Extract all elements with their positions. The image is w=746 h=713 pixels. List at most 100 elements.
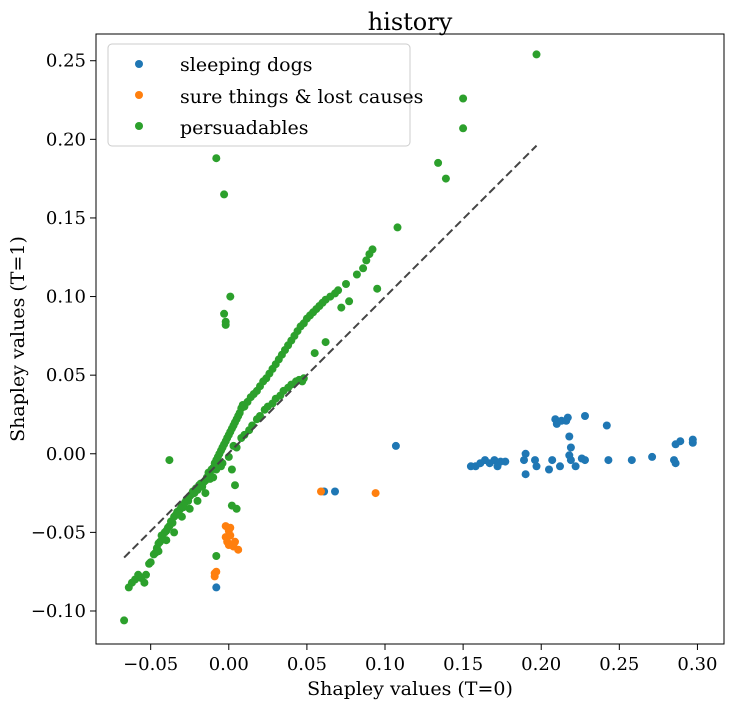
series-persuadables <box>120 50 541 625</box>
data-point <box>362 256 371 265</box>
data-point <box>352 270 361 279</box>
data-points <box>120 50 697 625</box>
data-point <box>563 413 572 422</box>
data-point <box>226 292 235 301</box>
data-point <box>201 489 210 498</box>
data-point <box>571 462 580 471</box>
data-point <box>237 434 246 442</box>
data-point <box>193 496 202 505</box>
data-point <box>231 481 239 490</box>
data-point <box>212 154 221 163</box>
data-point <box>532 50 541 59</box>
data-point <box>531 456 539 465</box>
chart-title: history <box>368 8 453 36</box>
data-point <box>331 487 339 496</box>
data-point <box>220 309 229 318</box>
data-point <box>521 470 530 479</box>
y-axis-label: Shapley values (T=1) <box>7 236 29 442</box>
data-point <box>459 124 468 133</box>
legend-label-persuadables: persuadables <box>180 117 309 139</box>
legend-box <box>107 43 411 147</box>
y-axis-ticks: −0.10 −0.05 0.00 0.05 0.10 0.15 0.20 0.25 <box>31 51 96 622</box>
series-sure-things-lost-causes <box>210 487 380 581</box>
y-tick-label: −0.05 <box>31 522 86 543</box>
data-point <box>212 567 221 576</box>
data-point <box>231 537 239 546</box>
legend-marker-sure-things <box>135 91 143 99</box>
data-point <box>229 441 238 450</box>
data-point <box>565 432 574 441</box>
data-point <box>648 452 657 461</box>
data-point <box>120 616 129 625</box>
data-point <box>334 286 343 295</box>
data-point <box>520 456 528 465</box>
x-tick-label: 0.15 <box>443 654 483 675</box>
legend: sleeping dogs sure things & lost causes … <box>107 43 423 147</box>
data-point <box>154 547 163 556</box>
data-point <box>490 456 499 465</box>
data-point <box>226 523 235 532</box>
data-point <box>220 190 229 199</box>
data-point <box>342 280 350 288</box>
data-point <box>441 174 450 183</box>
data-point <box>185 504 194 513</box>
data-point <box>146 558 155 567</box>
legend-label-sure-things: sure things & lost causes <box>180 86 423 108</box>
y-tick-label: 0.05 <box>46 365 86 386</box>
data-point <box>212 583 221 592</box>
data-point <box>142 570 150 579</box>
data-point <box>260 405 269 414</box>
data-point <box>393 223 402 232</box>
data-point <box>140 578 149 587</box>
legend-marker-sleeping-dogs <box>135 60 143 68</box>
data-point <box>232 504 241 513</box>
x-axis-label: Shapley values (T=0) <box>307 678 513 700</box>
data-point <box>545 465 553 474</box>
data-point <box>206 474 214 483</box>
data-point <box>359 264 368 273</box>
data-point <box>373 284 382 293</box>
data-point <box>321 338 330 347</box>
data-point <box>245 426 254 435</box>
x-axis-ticks: −0.05 0.00 0.05 0.10 0.15 0.20 0.25 0.30 <box>123 644 717 675</box>
y-tick-label: 0.15 <box>46 208 86 229</box>
data-point <box>548 456 557 465</box>
y-tick-label: 0.25 <box>46 51 86 72</box>
x-tick-label: −0.05 <box>123 654 178 675</box>
data-point <box>268 399 277 408</box>
legend-label-sleeping-dogs: sleeping dogs <box>180 54 313 76</box>
data-point <box>168 518 177 527</box>
data-point <box>459 94 468 103</box>
data-point <box>310 349 319 358</box>
x-tick-label: 0.25 <box>599 654 639 675</box>
data-point <box>212 552 221 560</box>
data-point <box>371 489 380 498</box>
data-point <box>501 457 510 466</box>
data-point <box>170 528 179 537</box>
x-tick-label: 0.20 <box>521 654 561 675</box>
x-tick-label: 0.00 <box>209 654 249 675</box>
data-point <box>581 412 589 420</box>
data-point <box>581 456 589 465</box>
y-tick-label: 0.10 <box>46 287 86 308</box>
data-point <box>521 449 530 458</box>
data-point <box>368 245 377 254</box>
data-point <box>391 441 400 450</box>
data-point <box>234 545 243 554</box>
data-point <box>688 435 697 444</box>
data-point <box>434 158 443 167</box>
legend-marker-persuadables <box>135 122 143 130</box>
data-point <box>556 462 564 471</box>
data-point <box>298 377 307 386</box>
data-point <box>566 456 575 465</box>
data-point <box>276 391 285 400</box>
data-point <box>226 531 235 540</box>
data-point <box>676 437 685 446</box>
data-point <box>221 320 230 329</box>
data-point <box>337 303 346 312</box>
data-point <box>252 415 261 424</box>
data-point <box>627 456 636 465</box>
data-point <box>177 512 186 521</box>
data-point <box>345 297 354 306</box>
